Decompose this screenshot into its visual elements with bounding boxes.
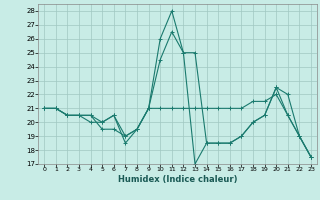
X-axis label: Humidex (Indice chaleur): Humidex (Indice chaleur)	[118, 175, 237, 184]
